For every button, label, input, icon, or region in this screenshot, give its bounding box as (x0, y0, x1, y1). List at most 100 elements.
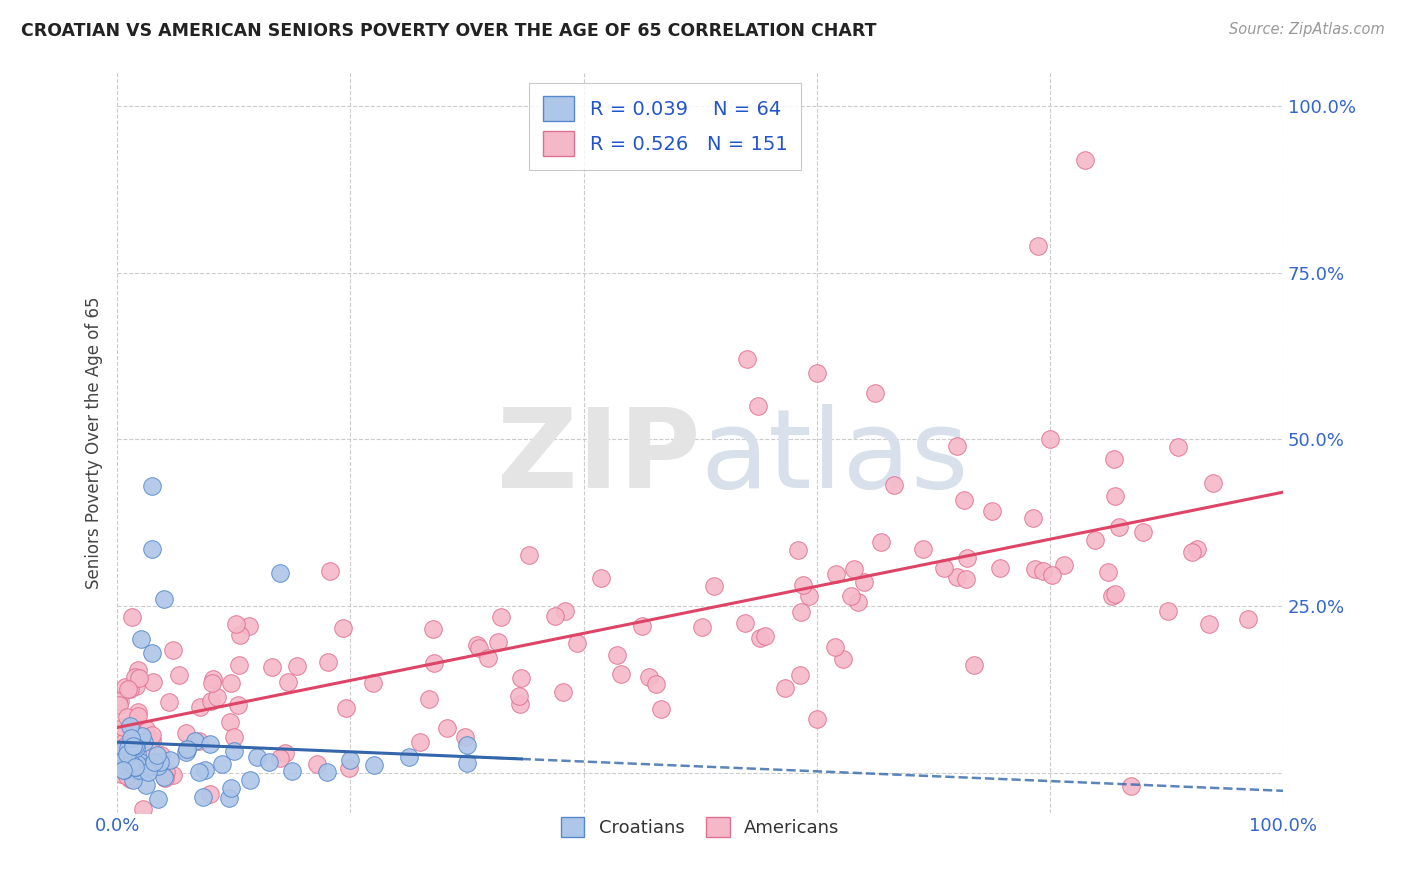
Point (934, 561, 956, 575)
Point (157, 695, 180, 709)
Point (277, 675, 299, 690)
Point (509, 671, 531, 685)
Point (650, 702, 672, 716)
Point (141, 542, 163, 557)
Point (224, 731, 246, 745)
Point (1104, 489, 1126, 503)
Point (115, 753, 138, 767)
Point (1074, 153, 1097, 167)
Point (225, 617, 247, 632)
Point (194, 764, 217, 778)
Point (142, 674, 165, 689)
Point (211, 756, 233, 771)
Point (734, 616, 756, 631)
Point (184, 734, 207, 748)
Point (1084, 533, 1107, 547)
Point (218, 715, 240, 730)
Point (135, 778, 157, 792)
Text: Source: ZipAtlas.com: Source: ZipAtlas.com (1229, 22, 1385, 37)
Point (824, 640, 846, 654)
Point (155, 764, 177, 779)
Point (418, 692, 440, 706)
Point (120, 756, 142, 770)
Point (773, 681, 796, 695)
Point (128, 671, 150, 685)
Point (131, 748, 153, 763)
Point (222, 744, 245, 758)
Point (1040, 567, 1063, 582)
Point (188, 733, 211, 747)
Point (218, 791, 240, 805)
Point (238, 618, 260, 632)
Point (870, 535, 893, 549)
Point (1180, 545, 1202, 559)
Point (110, 755, 132, 769)
Point (121, 739, 143, 753)
Point (269, 751, 291, 765)
Point (124, 760, 146, 774)
Point (789, 667, 811, 681)
Point (305, 757, 328, 772)
Point (200, 737, 222, 751)
Point (120, 731, 142, 745)
Point (125, 679, 148, 693)
Point (398, 750, 420, 764)
Point (114, 739, 136, 753)
Point (141, 728, 163, 742)
Point (260, 660, 283, 674)
Text: CROATIAN VS AMERICAN SENIORS POVERTY OVER THE AGE OF 65 CORRELATION CHART: CROATIAN VS AMERICAN SENIORS POVERTY OVE… (21, 22, 876, 40)
Point (955, 572, 977, 586)
Point (318, 655, 340, 669)
Point (465, 638, 488, 652)
Point (246, 750, 269, 764)
Point (132, 735, 155, 749)
Point (202, 672, 225, 686)
Point (112, 734, 135, 748)
Point (205, 690, 228, 705)
Point (198, 787, 221, 801)
Point (128, 763, 150, 777)
Point (219, 675, 242, 690)
Point (162, 643, 184, 657)
Point (110, 767, 132, 781)
Point (1198, 617, 1220, 632)
Text: atlas: atlas (700, 404, 969, 511)
Point (690, 620, 713, 634)
Point (1121, 779, 1143, 793)
Point (436, 721, 458, 735)
Point (201, 676, 224, 690)
Point (162, 768, 184, 782)
Point (797, 589, 820, 603)
Point (454, 730, 477, 744)
Point (153, 771, 176, 785)
Point (565, 636, 588, 650)
Point (121, 715, 143, 730)
Point (141, 646, 163, 660)
Point (825, 567, 848, 582)
Point (316, 764, 339, 779)
Point (176, 741, 198, 756)
Point (792, 578, 814, 592)
Point (946, 570, 969, 584)
Point (129, 756, 152, 770)
Point (141, 479, 163, 493)
Point (335, 701, 357, 715)
Point (963, 657, 986, 672)
Point (988, 561, 1011, 575)
Point (749, 631, 772, 645)
Point (1032, 564, 1054, 578)
Point (138, 764, 160, 779)
Point (115, 747, 138, 761)
Point (787, 543, 810, 558)
Point (911, 541, 934, 556)
Point (226, 698, 249, 713)
Point (361, 676, 384, 690)
Point (115, 768, 138, 782)
Point (842, 562, 865, 576)
Point (1157, 604, 1180, 618)
Point (703, 579, 725, 593)
Point (806, 712, 828, 726)
Point (281, 764, 304, 779)
Point (257, 756, 280, 770)
Point (517, 549, 540, 563)
